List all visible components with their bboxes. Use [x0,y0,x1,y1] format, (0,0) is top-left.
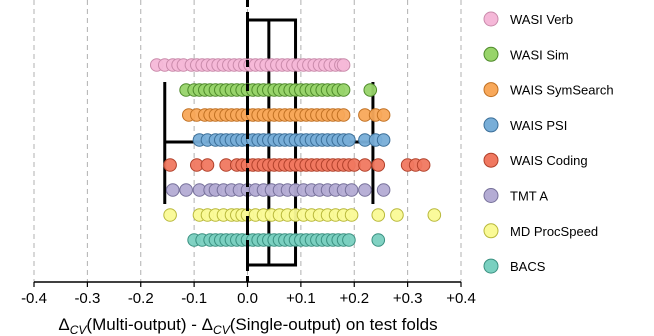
series-3 [192,133,391,147]
point-3-27 [342,133,356,147]
point-5-22 [358,183,372,197]
series-6 [163,208,442,222]
legend-marker-6 [483,223,499,239]
point-3-30 [376,133,391,147]
series-2 [181,108,391,122]
legend-label-1: WASI Sim [510,47,569,62]
legend-marker-4 [483,152,499,168]
series-7 [187,233,386,247]
legend-marker-7 [483,258,499,274]
point-0-34 [336,58,351,72]
x-axis-title-sub-1: CV [70,323,88,336]
point-6-24 [427,208,442,222]
x-axis-title-part2: (Single-output) on test folds [230,315,438,334]
point-2-31 [376,108,391,122]
x-tick-label-8: +0.4 [446,290,476,307]
legend-label-4: WAIS Coding [510,153,588,168]
x-axis-title-delta-1: Δ [58,315,69,334]
point-5-21 [344,183,359,197]
point-4-28 [371,158,386,172]
legend-marker-2 [483,82,499,98]
legend-marker-3 [483,117,499,133]
series-4 [163,158,431,172]
x-tick-label-6: +0.2 [339,290,369,307]
series-5 [165,183,391,197]
point-7-28 [342,233,356,247]
point-5-23 [376,183,391,197]
point-6-23 [390,208,404,222]
legend-label-7: BACS [510,259,546,274]
legend-label-6: MD ProcSpeed [510,224,598,239]
legend: WASI Verb WASI Sim WAIS SymSearch WAIS PSI W… [483,11,614,274]
point-5-0 [165,183,180,197]
point-1-30 [363,83,378,97]
legend-label-2: WAIS SymSearch [510,83,614,98]
x-axis: -0.4 -0.3 -0.2 -0.1 0.0 +0.1 +0.2 +0.3 +0.4 [21,281,476,307]
x-tick-label-1: -0.3 [74,290,100,307]
point-6-22 [371,208,386,222]
legend-label-0: WASI Verb [510,12,573,27]
series-0 [149,58,351,72]
x-axis-title: ΔCV(Multi-output) - ΔCV(Single-output) o… [58,315,437,336]
x-tick-label-3: -0.1 [181,290,207,307]
point-4-2 [200,158,215,172]
point-6-0 [163,208,177,222]
x-axis-title-sub-2: CV [213,323,231,336]
legend-marker-0 [483,11,499,27]
point-5-1 [179,183,193,197]
x-axis-title-part1: (Multi-output) - [86,315,201,334]
point-4-31 [416,158,431,172]
point-4-27 [358,158,372,172]
series-1 [179,83,378,97]
point-1-29 [336,83,351,97]
legend-marker-5 [483,188,499,203]
x-tick-label-7: +0.3 [393,290,423,307]
x-tick-label-2: -0.2 [128,290,154,307]
legend-label-3: WAIS PSI [510,118,567,133]
point-7-29 [371,233,386,247]
point-2-28 [336,108,351,122]
x-tick-label-4: 0.0 [237,290,258,307]
data-points [149,58,442,247]
point-4-0 [163,158,177,172]
legend-marker-1 [483,46,499,62]
point-6-21 [344,208,359,222]
legend-label-5: TMT A [510,189,548,204]
x-tick-label-0: -0.4 [21,290,47,307]
x-axis-title-delta-2: Δ [202,315,213,334]
x-tick-label-5: +0.1 [286,290,316,307]
